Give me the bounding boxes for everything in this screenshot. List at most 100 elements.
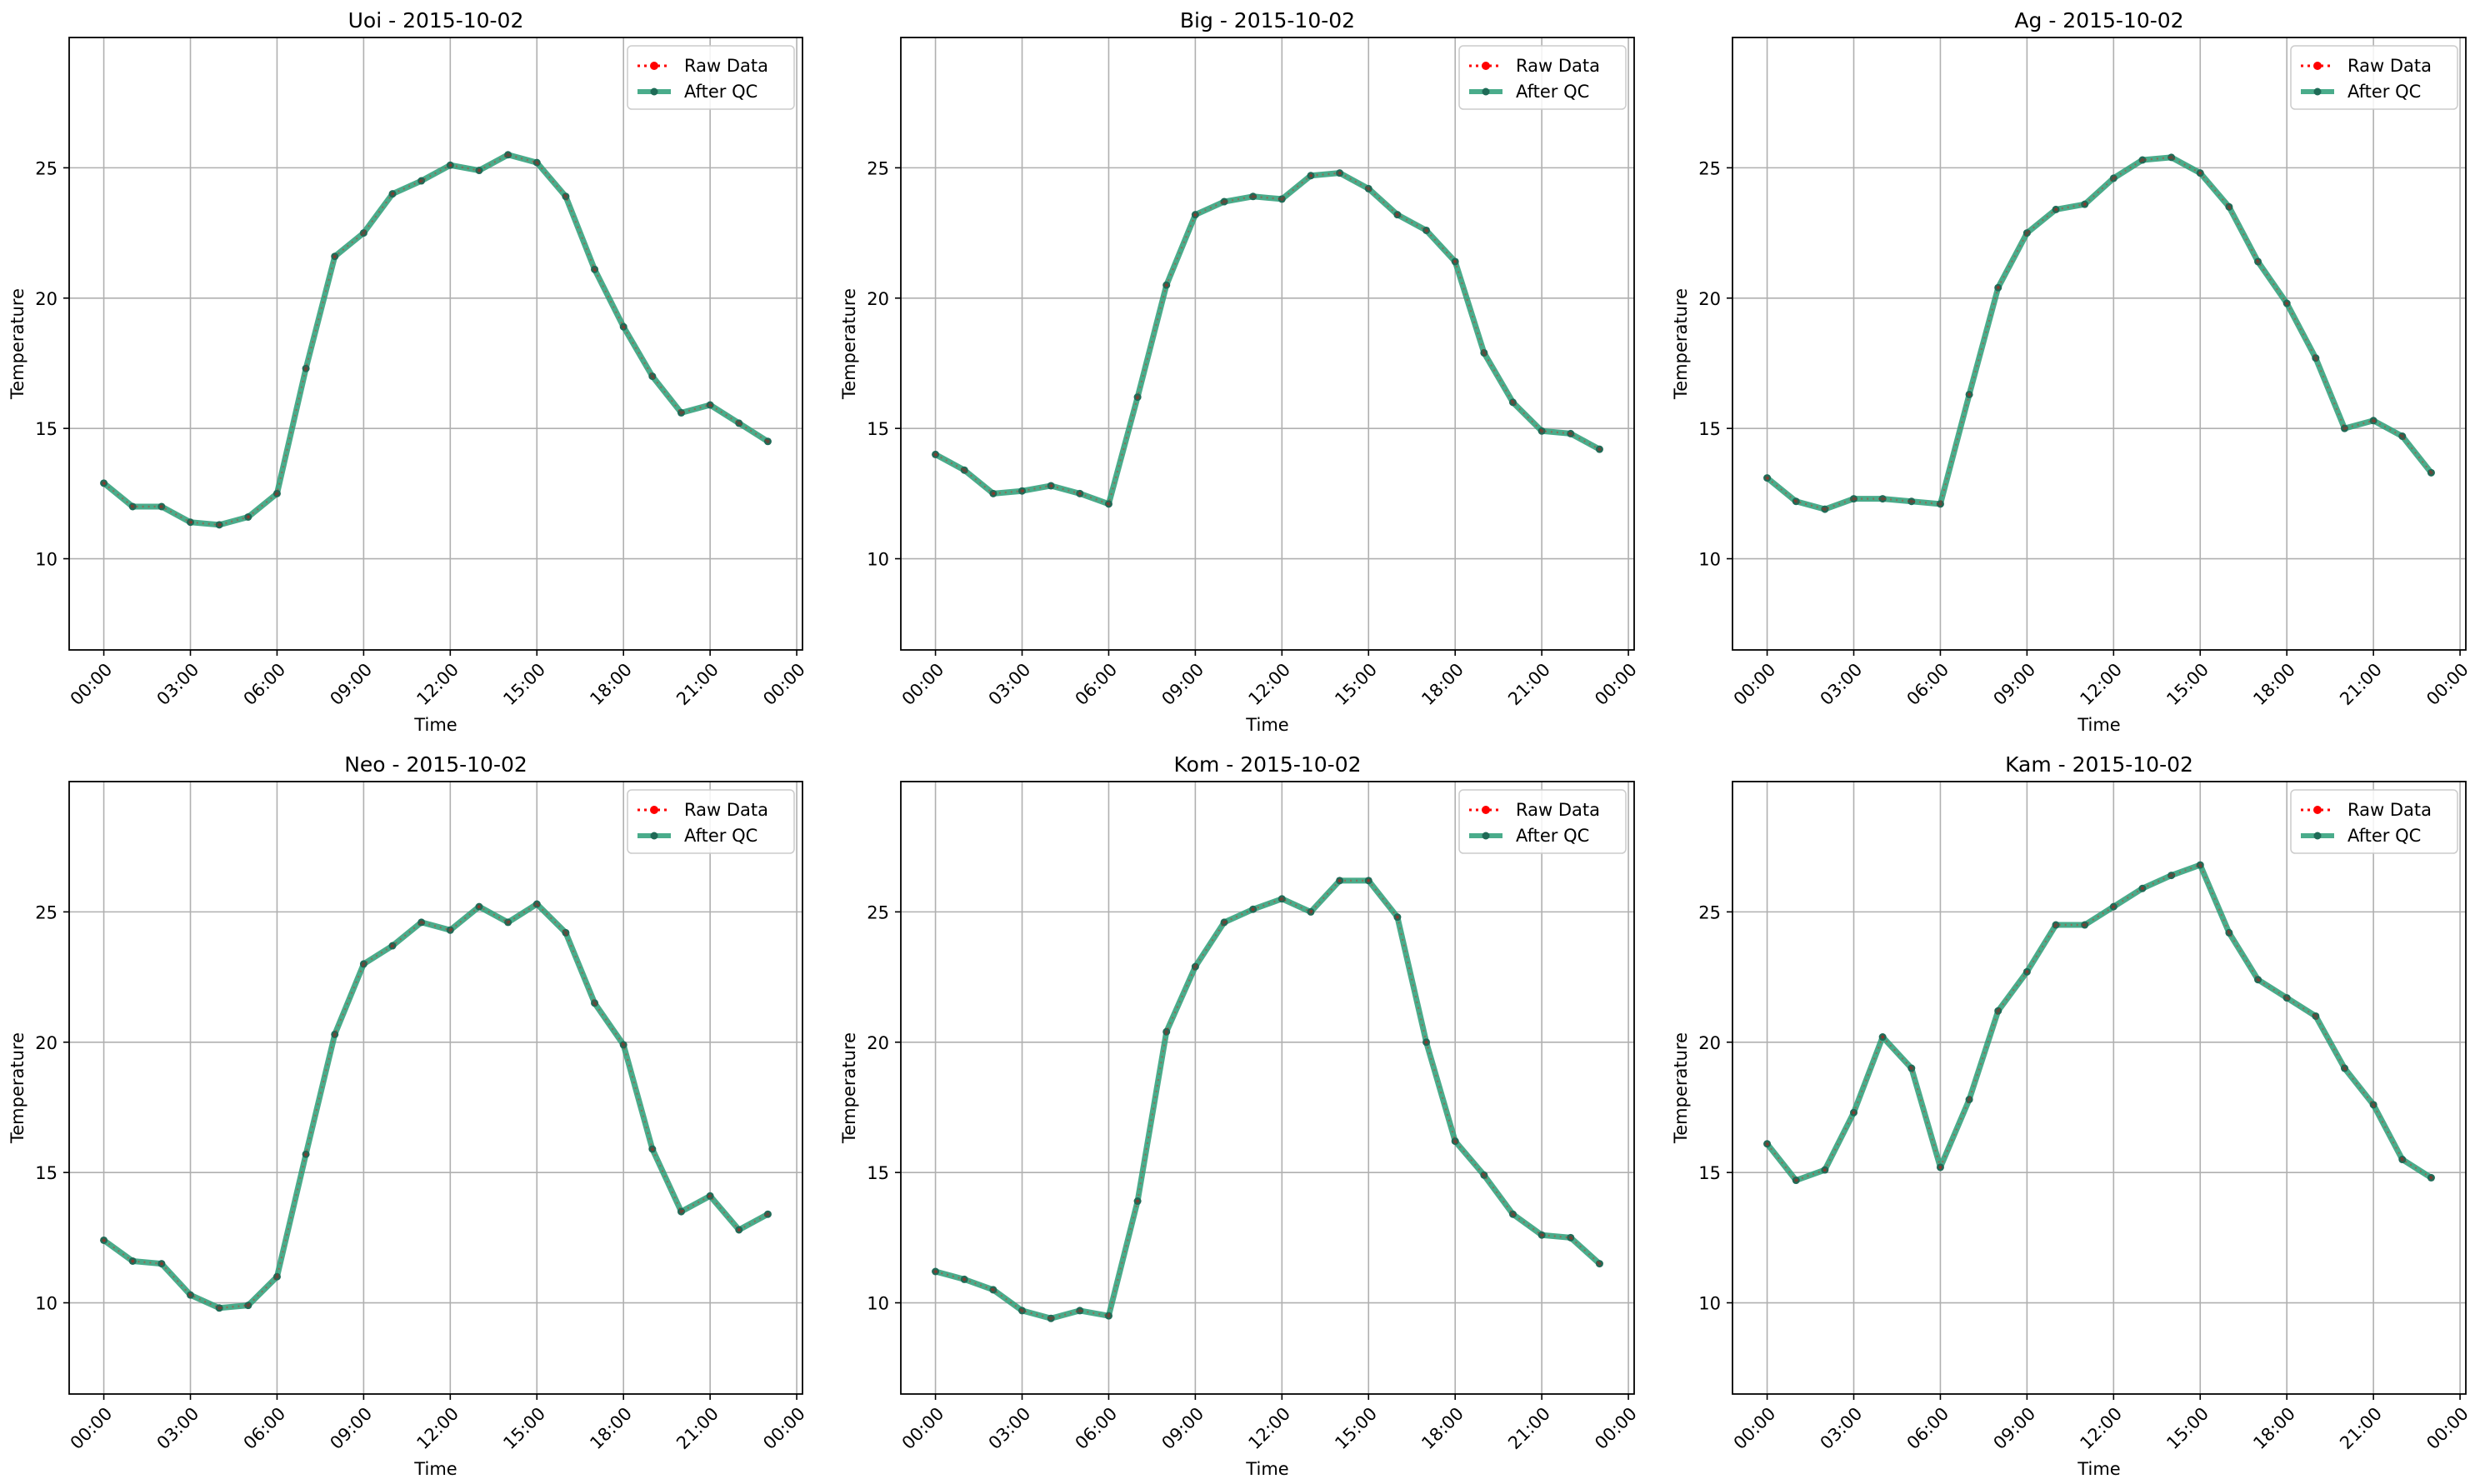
series-raw-data-point: [131, 1259, 135, 1263]
x-tick-label: 00:00: [2422, 1403, 2472, 1453]
y-tick-label: 15: [35, 1163, 58, 1183]
series-after-qc-point: [932, 1267, 940, 1276]
series-raw-data-point: [2284, 301, 2289, 306]
series-raw-data-point: [1765, 1142, 1769, 1146]
chart-title: Uoi - 2015-10-02: [348, 8, 524, 32]
x-tick-label: 03:00: [1817, 659, 1867, 709]
x-tick-label: 09:00: [1989, 659, 2039, 709]
legend-qc-label: After QC: [2348, 82, 2421, 102]
series-after-qc-point: [2282, 299, 2291, 307]
series-raw-data-point: [477, 168, 482, 172]
series-after-qc-line: [102, 901, 770, 1312]
x-tick-label: 21:00: [2336, 659, 2386, 709]
legend-qc-marker: [1482, 87, 1490, 96]
x-tick-label: 18:00: [586, 659, 636, 709]
series-raw-data-point: [303, 367, 308, 371]
series-after-qc-point: [158, 502, 166, 511]
y-axis-label: Temperature: [1671, 1032, 1691, 1144]
series-raw-data-point: [2256, 977, 2260, 982]
series-after-qc-point: [1133, 1197, 1142, 1206]
x-axis-label: Time: [1245, 715, 1288, 735]
chart-title: Kam - 2015-10-02: [2005, 752, 2193, 777]
series-after-qc-point: [244, 512, 252, 521]
y-tick-label: 25: [1698, 158, 1721, 178]
series-after-qc-point: [1878, 1033, 1887, 1042]
series-after-qc-point: [1567, 1233, 1575, 1242]
series-raw-data-point: [1222, 920, 1227, 925]
series-raw-data-point: [390, 192, 395, 196]
series-raw-data-point: [2342, 1066, 2347, 1071]
series-after-qc-point: [989, 1286, 998, 1294]
series-after-qc-point: [272, 489, 281, 497]
series-raw-data-point: [2140, 887, 2145, 891]
series-after-qc-point: [128, 1257, 137, 1265]
series-raw-data-point: [1539, 1233, 1544, 1237]
legend-raw-label: Raw Data: [684, 56, 768, 76]
legend: Raw Data After QC: [2290, 789, 2458, 854]
x-tick-label: 00:00: [67, 1403, 117, 1453]
x-tick-label: 00:00: [759, 1403, 809, 1453]
series-raw-data-point: [2371, 1102, 2376, 1107]
series-raw-data-point: [1251, 907, 1255, 912]
series-after-qc-point: [418, 918, 426, 927]
series-raw-data-point: [1367, 187, 1371, 191]
x-tick-label: 18:00: [2249, 659, 2299, 709]
x-tick-label: 18:00: [1418, 1403, 1468, 1453]
series-raw-data-point: [2112, 176, 2116, 181]
series-after-qc-point: [2427, 468, 2435, 477]
series-raw-data-point: [1193, 212, 1198, 217]
series-raw-data-point: [2371, 418, 2376, 422]
series-raw-data-point: [1048, 1317, 1053, 1321]
series-raw-data-point: [535, 160, 539, 165]
series-raw-data-point: [1852, 497, 1856, 501]
series-after-qc-point: [100, 479, 108, 487]
series-raw-data-point: [1794, 1178, 1798, 1182]
series-after-qc-point: [706, 1192, 714, 1200]
series-raw-data-point: [1280, 197, 1284, 202]
series-raw-data-point: [991, 1287, 996, 1292]
series-after-qc-line: [102, 152, 770, 528]
series-after-qc-point: [1076, 1307, 1084, 1315]
series-raw-data-point: [708, 402, 712, 407]
series-after-qc-point: [2109, 902, 2118, 911]
x-tick-label: 12:00: [412, 1403, 462, 1453]
series-after-qc-point: [100, 1236, 108, 1244]
series-raw-data-point: [592, 1001, 597, 1006]
series-raw-data-point: [1511, 1212, 1515, 1217]
x-tick-label: 21:00: [1504, 1403, 1554, 1453]
series-after-qc-line: [1765, 154, 2434, 512]
series-after-qc-point: [1792, 1177, 1800, 1185]
x-axis-label: Time: [2077, 1459, 2120, 1479]
series-after-qc-point: [331, 252, 339, 261]
series-raw-data-point: [2198, 171, 2202, 175]
series-after-qc-point: [2254, 976, 2262, 984]
series-after-qc-point: [2225, 202, 2233, 211]
x-tick-label: 12:00: [2076, 659, 2126, 709]
series-after-qc-point: [244, 1302, 252, 1310]
series-after-qc-point: [1047, 1314, 1055, 1322]
series-raw-data-point: [535, 902, 539, 907]
y-axis-label: Temperature: [1671, 288, 1691, 400]
series-raw-data-point: [1568, 432, 1572, 436]
x-axis-label: Time: [413, 1459, 457, 1479]
series-raw-data-point: [737, 1227, 741, 1232]
series-raw-data-point: [1107, 502, 1111, 507]
series-after-qc-point: [1191, 211, 1199, 219]
series-after-qc-point: [1965, 390, 1973, 398]
series-after-qc-point: [475, 167, 483, 175]
series-raw-data-point: [737, 421, 741, 426]
series-raw-data-point: [188, 1292, 192, 1297]
x-tick-label: 18:00: [586, 1403, 636, 1453]
series-raw-data-point: [1395, 212, 1400, 217]
y-tick-label: 25: [35, 158, 58, 178]
series-after-qc-point: [1076, 489, 1084, 497]
series-raw-data-point: [1852, 1111, 1856, 1115]
series-after-qc-point: [1220, 918, 1228, 927]
series-raw-data-point: [1822, 1167, 1828, 1172]
series-after-qc-point: [1422, 226, 1431, 234]
series-after-qc-point: [1422, 1038, 1431, 1047]
series-after-qc-point: [1595, 1260, 1603, 1268]
series-after-qc-point: [128, 502, 137, 511]
legend-qc-marker: [650, 87, 658, 96]
series-raw-data-point: [2140, 157, 2145, 162]
